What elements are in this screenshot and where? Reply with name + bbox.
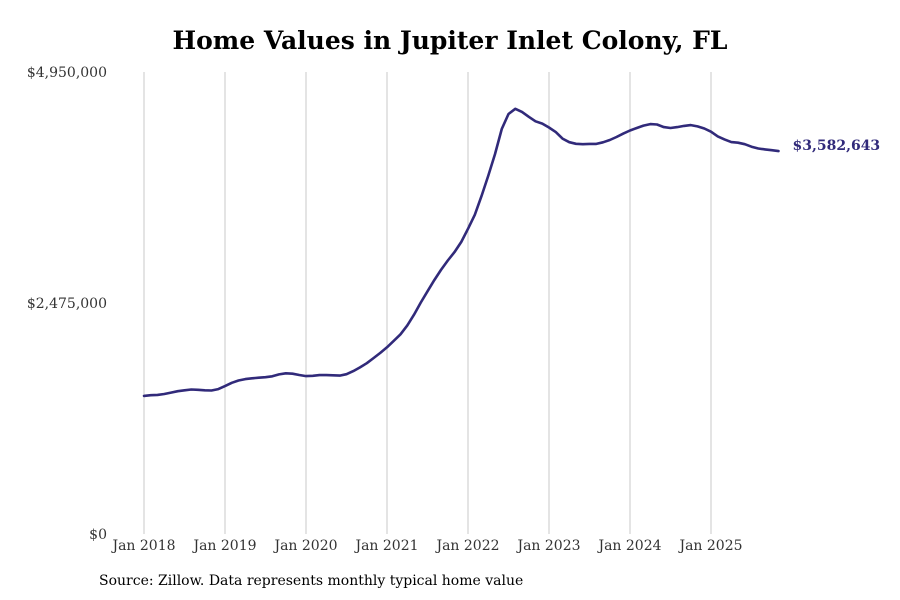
grid-lines <box>143 72 712 534</box>
x-tick-label: Jan 2023 <box>515 538 580 554</box>
x-axis-ticks: Jan 2018 Jan 2019 Jan 2020 Jan 2021 Jan 2022… <box>110 538 742 554</box>
y-tick-label: $4,950,000 <box>27 65 107 81</box>
series-layer <box>142 107 780 398</box>
x-tick-label: Jan 2024 <box>596 538 661 554</box>
end-label-layer: $3,582,643 <box>793 138 881 154</box>
y-axis-ticks: $0 $2,475,000 $4,950,000 <box>27 65 107 543</box>
end-value-label: $3,582,643 <box>793 138 881 154</box>
x-tick-label: Jan 2018 <box>110 538 175 554</box>
chart-title: Home Values in Jupiter Inlet Colony, FL <box>172 26 728 55</box>
series-line <box>142 107 780 398</box>
x-tick-label: Jan 2021 <box>353 538 418 554</box>
x-tick-label: Jan 2025 <box>677 538 742 554</box>
y-tick-label: $2,475,000 <box>27 296 107 312</box>
x-tick-label: Jan 2020 <box>272 538 337 554</box>
x-tick-label: Jan 2019 <box>191 538 256 554</box>
y-tick-label: $0 <box>89 527 107 543</box>
source-note: Source: Zillow. Data represents monthly … <box>99 573 524 589</box>
x-tick-label: Jan 2022 <box>434 538 499 554</box>
